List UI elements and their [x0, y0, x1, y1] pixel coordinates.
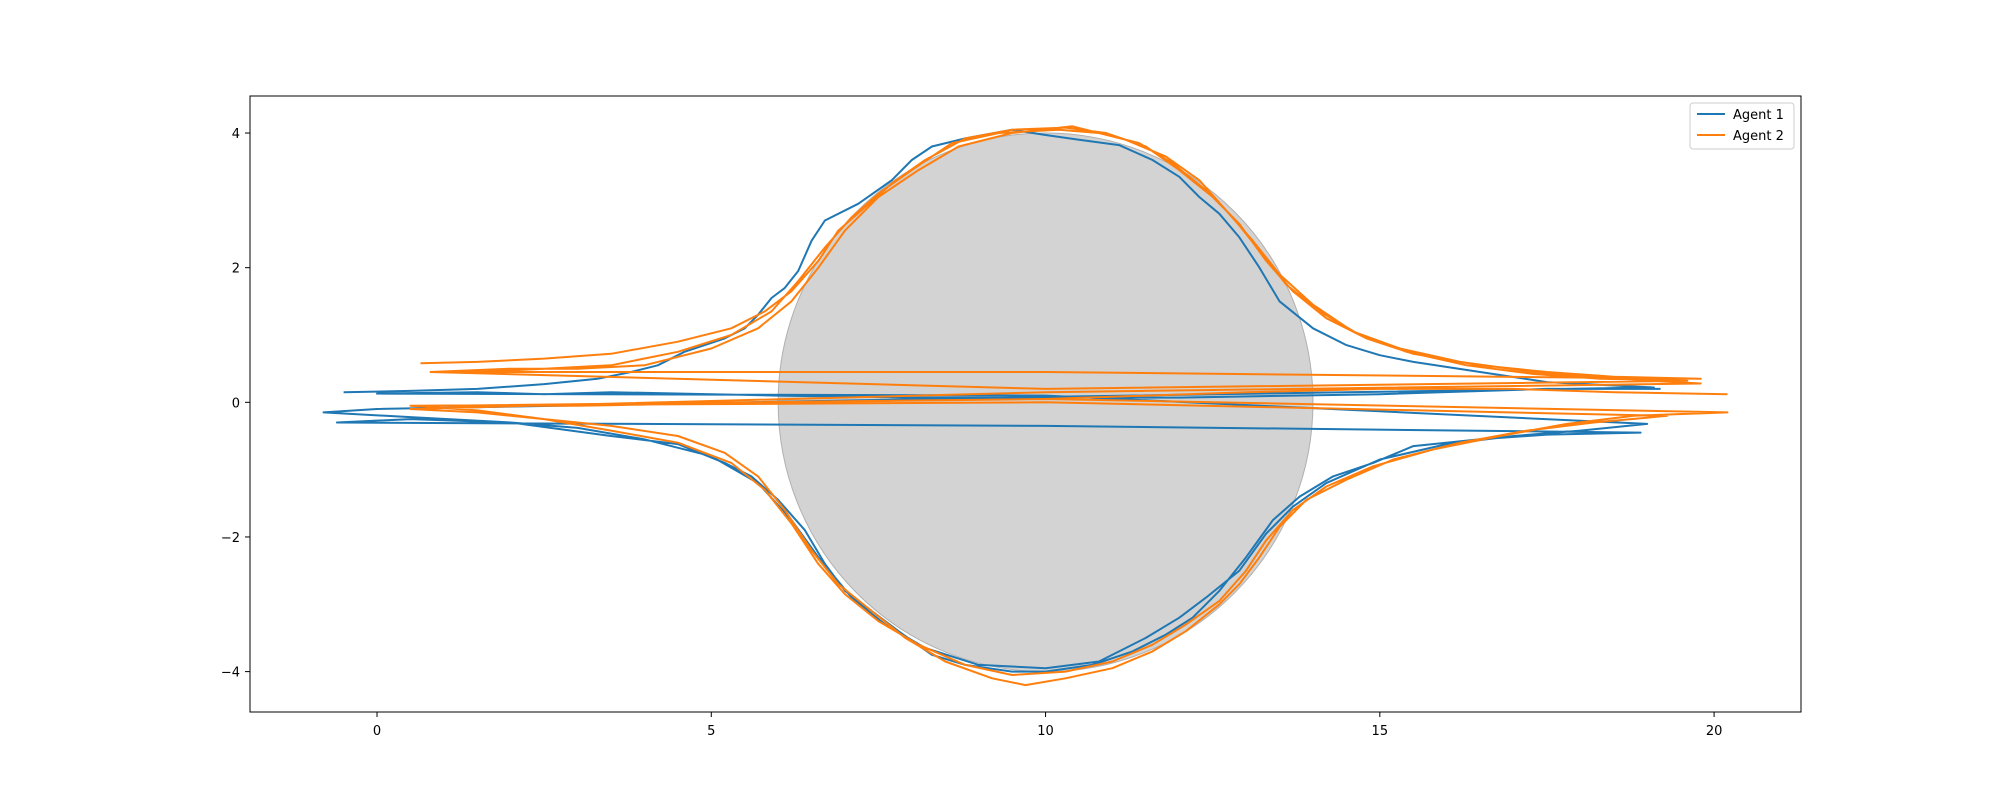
y-tick-label: 4: [232, 127, 240, 142]
legend: Agent 1 Agent 2: [1689, 102, 1795, 150]
x-tick-label: 5: [707, 724, 715, 739]
y-tick-label: 2: [232, 262, 240, 277]
legend-label-agent-1: Agent 1: [1733, 108, 1784, 123]
x-tick-label: 0: [373, 724, 381, 739]
y-tick-label: −2: [221, 531, 240, 546]
legend-label-agent-2: Agent 2: [1733, 129, 1784, 144]
axes-frame: [249, 95, 1802, 713]
y-tick-label: 0: [232, 396, 240, 411]
y-axis: −4 −2 0 2 4: [221, 127, 250, 681]
series-line-agent-2-0: [409, 125, 1729, 687]
x-tick-label: 20: [1706, 724, 1723, 739]
x-tick-label: 10: [1037, 724, 1054, 739]
plot-area: [322, 125, 1729, 687]
x-tick-label: 15: [1372, 724, 1389, 739]
series-layer: [322, 125, 1729, 687]
x-axis: 0 5 10 15 20: [373, 712, 1722, 739]
y-tick-label: −4: [221, 666, 240, 681]
